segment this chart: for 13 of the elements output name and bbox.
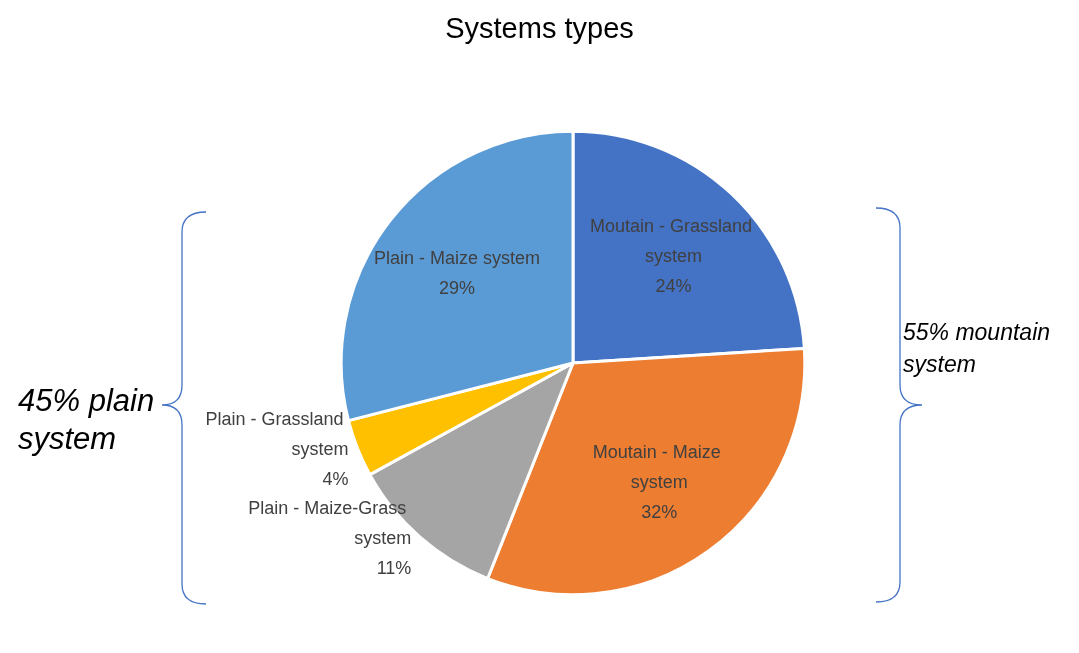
data-label: 11%: [376, 558, 412, 579]
text: 45% plain system: [18, 382, 156, 458]
slice-label: Plain - Grassland system: [205, 409, 349, 460]
data-label: 29%: [438, 277, 475, 298]
data-label: 4%: [322, 469, 349, 490]
slice-label: Plain - Maize system: [373, 247, 540, 268]
data-label: 32%: [641, 501, 678, 522]
slice-label: Plain - Maize-Grass system: [248, 498, 412, 549]
slice-label: Moutain - Maize system: [592, 441, 726, 492]
data-label: 24%: [655, 275, 692, 296]
text: 55% mountain system: [903, 318, 1052, 379]
slice-label: Moutain - Grassland system: [590, 215, 758, 266]
chart-title: Systems types: [445, 11, 634, 44]
